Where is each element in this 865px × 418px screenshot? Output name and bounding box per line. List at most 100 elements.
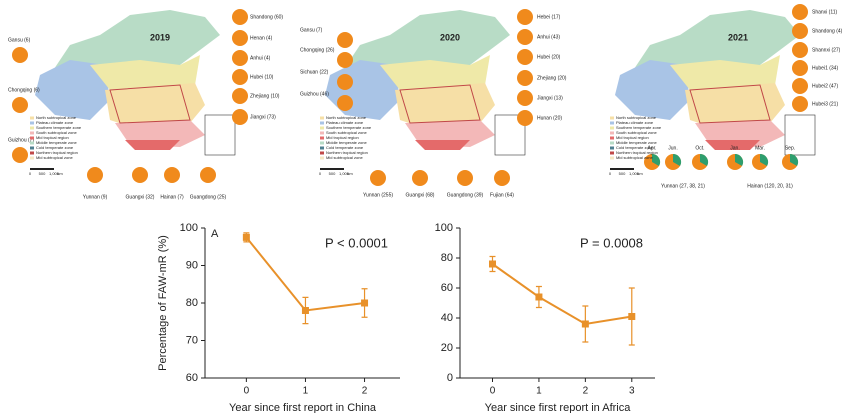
y-tick-label: 20	[441, 342, 453, 354]
legend-swatch	[610, 116, 614, 120]
legend-label: North subtropical zone	[326, 115, 367, 120]
x-tick-label: 3	[629, 386, 635, 397]
pie-marker	[337, 95, 353, 111]
pie-marker	[792, 96, 808, 112]
pie-slice	[652, 153, 661, 166]
scale-bar	[320, 168, 344, 170]
legend-label: Middle temperate zone	[616, 140, 657, 145]
month-label: Oct.	[695, 145, 704, 151]
legend-swatch	[610, 141, 614, 145]
pie-marker	[232, 69, 248, 85]
x-tick-label: 1	[303, 386, 309, 397]
legend-label: Cold temperate zone	[616, 145, 654, 150]
p-value: P = 0.0008	[580, 235, 643, 250]
legend-label: Mid tropical region	[326, 135, 359, 140]
x-axis-label: Year since first report in China	[229, 402, 377, 413]
legend-label: Northern tropical region	[326, 150, 368, 155]
map-label: Shanxi (11)	[812, 9, 838, 15]
pie-marker	[792, 78, 808, 94]
legend-swatch	[610, 146, 614, 150]
pie-marker	[412, 170, 428, 186]
scale-label: km	[347, 171, 353, 176]
map-label: Guangdong (25)	[190, 194, 227, 200]
p-value: P < 0.0001	[325, 235, 388, 250]
point	[361, 299, 369, 307]
pie-marker	[232, 30, 248, 46]
map-label: Jiangxi (73)	[250, 114, 276, 120]
legend-swatch	[30, 141, 34, 145]
map-label: Hainan (120, 20, 31)	[747, 183, 793, 189]
legend-swatch	[30, 116, 34, 120]
pie-marker	[517, 9, 533, 25]
pie-slice	[760, 153, 769, 166]
legend-label: Southern temperate zone	[326, 125, 372, 130]
scale-label: 1,000	[339, 171, 350, 176]
legend-swatch	[320, 121, 324, 125]
legend-swatch	[320, 116, 324, 120]
map-label: Hubei2 (47)	[812, 83, 838, 89]
point	[489, 260, 496, 268]
legend-swatch	[30, 146, 34, 150]
legend-swatch	[30, 136, 34, 140]
map-label: Guangdong (39)	[447, 192, 484, 198]
pie-marker	[792, 42, 808, 58]
point	[581, 320, 589, 328]
pie-marker	[337, 32, 353, 48]
month-label: Apr.	[648, 145, 657, 151]
scale-label: 500	[329, 171, 336, 176]
pie-marker	[232, 88, 248, 104]
y-tick-label: 100	[180, 222, 198, 234]
legend-swatch	[320, 146, 324, 150]
pie-marker	[457, 170, 473, 186]
map-label: Yunnan (27, 38, 21)	[661, 183, 705, 189]
map-label: Chongqing (26)	[300, 47, 335, 53]
y-tick-label: 40	[441, 312, 453, 324]
legend-label: Plateau climate zone	[36, 120, 74, 125]
map-label: Shandong (60)	[250, 14, 283, 20]
y-tick-label: 70	[186, 334, 198, 346]
month-label: Jun.	[668, 145, 677, 151]
pie-marker	[792, 23, 808, 39]
legend-label: Mid subtropical zone	[36, 155, 73, 160]
x-tick-label: 1	[536, 386, 542, 397]
legend-label: South subtropical zone	[36, 130, 77, 135]
pie-marker	[517, 29, 533, 45]
scale-bar	[30, 168, 54, 170]
legend-swatch	[320, 151, 324, 155]
map-year: 2019	[150, 32, 170, 42]
panel-label: A	[211, 228, 219, 240]
pie-marker	[164, 167, 180, 183]
map-label: Anhui (4)	[250, 55, 271, 61]
x-axis-label: Year since first report in Africa	[485, 402, 632, 413]
legend-label: Middle temperate zone	[36, 140, 77, 145]
legend-label: Plateau climate zone	[616, 120, 654, 125]
map-label: Hunan (20)	[537, 115, 562, 121]
x-tick-label: 0	[490, 386, 496, 397]
legend-swatch	[30, 126, 34, 130]
map-year: 2021	[728, 32, 748, 42]
point	[628, 313, 636, 320]
pie-marker	[12, 147, 28, 163]
pie-slice	[790, 153, 799, 166]
map-label: Hebei (17)	[537, 14, 561, 20]
pie-slice	[700, 153, 709, 166]
legend-swatch	[320, 141, 324, 145]
legend-label: Mid subtropical zone	[326, 155, 363, 160]
pie-marker	[517, 70, 533, 86]
legend-swatch	[610, 151, 614, 155]
pie-marker	[370, 170, 386, 186]
pie-slice	[735, 153, 744, 166]
pie-marker	[792, 4, 808, 20]
map-label: Henan (4)	[250, 35, 273, 41]
scale-label: 1,000	[629, 171, 640, 176]
legend-label: Plateau climate zone	[326, 120, 364, 125]
legend-label: Mid tropical region	[616, 135, 649, 140]
map-label: Guizhou (46)	[300, 91, 329, 97]
map-label: Guangxi (32)	[126, 194, 155, 200]
legend-swatch	[30, 156, 34, 160]
pie-marker	[337, 52, 353, 68]
point	[301, 307, 309, 314]
point	[535, 293, 543, 301]
pie-marker	[494, 170, 510, 186]
map-label: Shannxi (27)	[812, 47, 841, 53]
